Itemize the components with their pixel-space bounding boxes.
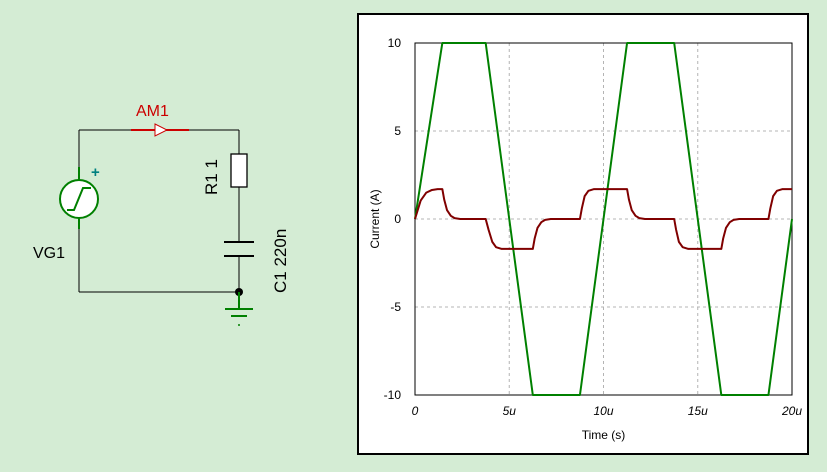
- series-line-1: [414, 42, 793, 396]
- series-line-2: [414, 188, 792, 250]
- simulation-chart-panel: 0 5u 10u 15u 20u 10 5 0 -5 -10 Time (s) Current (…: [357, 13, 809, 455]
- resistor-label: R1 1: [202, 159, 221, 195]
- circuit-schematic: AM1 R1 1 C1 220n + VG1: [33, 103, 290, 326]
- series-layer: [414, 42, 793, 396]
- x-tick-label: 10u: [593, 404, 613, 418]
- x-axis-title: Time (s): [582, 428, 626, 442]
- y-tick-label: -10: [384, 388, 402, 402]
- ammeter-am1[interactable]: AM1: [131, 103, 189, 137]
- tick-labels: 0 5u 10u 15u 20u 10 5 0 -5 -10: [384, 36, 803, 418]
- ammeter-label: AM1: [136, 103, 169, 120]
- source-polarity-icon: +: [91, 164, 100, 181]
- y-tick-label: 5: [394, 124, 401, 138]
- y-axis-title: Current (A): [368, 189, 382, 248]
- wires: [78, 129, 240, 293]
- x-tick-label: 15u: [688, 404, 708, 418]
- step-waveform-icon: [67, 187, 91, 211]
- voltage-source-vg1[interactable]: + VG1: [33, 164, 100, 262]
- transient-chart: 0 5u 10u 15u 20u 10 5 0 -5 -10 Time (s) Current (…: [368, 36, 803, 442]
- x-tick-label: 20u: [781, 404, 802, 418]
- ground-icon: [225, 292, 253, 317]
- capacitor-c1[interactable]: C1 220n: [224, 229, 290, 293]
- ammeter-arrow-icon: [154, 123, 169, 137]
- ground-dot: [238, 324, 240, 326]
- y-tick-label: -5: [390, 300, 401, 314]
- resistor-r1[interactable]: R1 1: [202, 153, 248, 195]
- y-tick-label: 0: [394, 212, 401, 226]
- y-tick-label: 10: [388, 36, 402, 50]
- source-label: VG1: [33, 245, 65, 262]
- x-tick-label: 5u: [503, 404, 517, 418]
- x-tick-label: 0: [412, 404, 419, 418]
- capacitor-label: C1 220n: [271, 229, 290, 293]
